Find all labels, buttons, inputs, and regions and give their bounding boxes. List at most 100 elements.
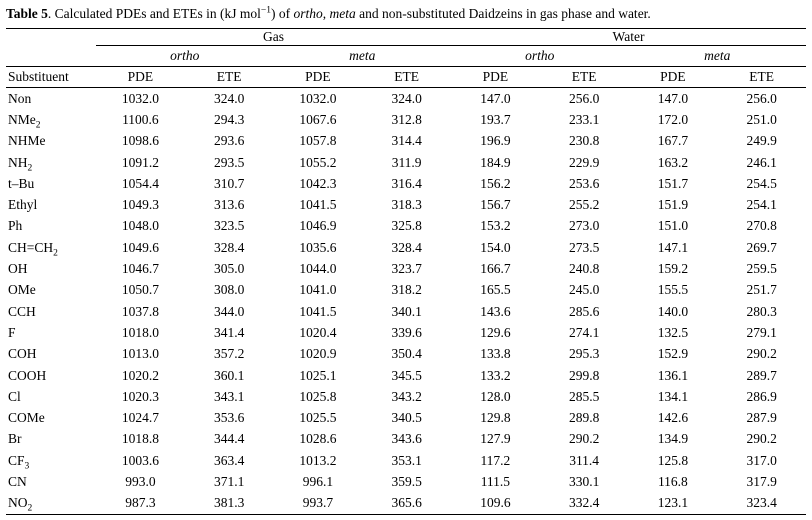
value-cell: 254.5 — [746, 175, 777, 191]
table-row: NO2 987.3 381.3 993.7 365.6 109.6 332.4 123.1 32… — [6, 493, 806, 515]
value-cell: 285.6 — [568, 303, 600, 319]
value-cell: 167.7 — [657, 133, 689, 149]
table-row: CF3 1003.6 363.4 1013.2 353.1 117.2 311.4 125.8… — [6, 450, 806, 471]
value-cell: 295.3 — [568, 346, 600, 362]
value-cell: 1049.6 — [121, 239, 159, 255]
value-cell: 323.4 — [746, 495, 777, 511]
value-cell: 294.3 — [213, 111, 245, 127]
value-cell: 136.1 — [657, 367, 689, 383]
value-cell: 308.0 — [213, 282, 245, 298]
table-row: CH=CH2 1049.6 328.4 1035.6 328.4 154.0 273.5 14… — [6, 237, 806, 258]
value-cell: 332.4 — [568, 495, 600, 511]
value-cell: 323.7 — [391, 261, 422, 277]
value-cell: 310.7 — [213, 175, 245, 191]
caption-text-2: ) of — [270, 6, 294, 21]
value-cell: 344.4 — [213, 431, 245, 447]
value-cell: 289.8 — [568, 410, 600, 426]
table-header: Gas Water ortho meta ortho meta Substitu… — [6, 28, 806, 88]
value-cell: 1032.0 — [299, 90, 337, 106]
substituent-cell: Ethyl — [8, 197, 38, 213]
table-row: Cl 1020.3 343.1 1025.8 343.2 128.0 285.5 134.1 2… — [6, 386, 806, 407]
value-cell: 273.5 — [568, 239, 600, 255]
value-cell: 343.6 — [391, 431, 422, 447]
table-row: NH2 1091.2 293.5 1055.2 311.9 184.9 229.9 163.2… — [6, 152, 806, 173]
value-cell: 287.9 — [746, 410, 777, 426]
value-cell: 133.2 — [480, 367, 511, 383]
value-cell: 325.8 — [391, 218, 422, 234]
value-cell: 290.2 — [746, 431, 777, 447]
value-cell: 363.4 — [213, 452, 245, 468]
substituent-subscript: 2 — [53, 248, 58, 259]
value-cell: 116.8 — [657, 473, 688, 489]
table-row: Ethyl 1049.3 313.6 1041.5 318.3 156.7 255.2 151… — [6, 194, 806, 215]
value-cell: 166.7 — [480, 261, 511, 277]
value-cell: 318.2 — [391, 282, 422, 298]
substituent-cell: t–Bu — [8, 175, 35, 191]
value-cell: 127.9 — [480, 431, 511, 447]
value-cell: 1100.6 — [122, 111, 159, 127]
position-header-row: ortho meta ortho meta — [6, 45, 806, 67]
value-cell: 344.0 — [213, 303, 245, 319]
value-cell: 1020.3 — [121, 388, 159, 404]
value-cell: 147.0 — [657, 90, 689, 106]
value-cell: 147.0 — [480, 90, 511, 106]
position-header-gas-ortho: ortho — [96, 45, 274, 67]
table-row: CCH 1037.8 344.0 1041.5 340.1 143.6 285.6 140.0… — [6, 301, 806, 322]
value-cell: 140.0 — [657, 303, 689, 319]
caption-text-4: and non-substituted Daidzeins in gas pha… — [355, 6, 651, 21]
value-cell: 1048.0 — [121, 218, 159, 234]
value-cell: 229.9 — [568, 154, 600, 170]
column-header-ete: ETE — [184, 66, 274, 88]
value-cell: 1003.6 — [121, 452, 159, 468]
value-cell: 343.2 — [391, 388, 422, 404]
value-cell: 328.4 — [213, 239, 245, 255]
value-cell: 1098.6 — [121, 133, 159, 149]
substituent-cell: NO2 — [8, 495, 33, 514]
value-cell: 987.3 — [125, 495, 156, 511]
value-cell: 256.0 — [746, 90, 777, 106]
substituent-subscript: 2 — [27, 163, 33, 174]
value-cell: 311.4 — [569, 452, 600, 468]
value-cell: 993.7 — [302, 495, 334, 511]
value-cell: 269.7 — [746, 239, 777, 255]
value-cell: 345.5 — [391, 367, 422, 383]
value-cell: 285.5 — [568, 388, 600, 404]
value-cell: 290.2 — [746, 346, 777, 362]
value-cell: 1050.7 — [121, 282, 159, 298]
value-cell: 251.7 — [746, 282, 777, 298]
value-cell: 359.5 — [391, 473, 422, 489]
value-cell: 123.1 — [657, 495, 689, 511]
table-row: OH 1046.7 305.0 1044.0 323.7 166.7 240.8 159.2 2… — [6, 258, 806, 279]
table-row: Ph 1048.0 323.5 1046.9 325.8 153.2 273.0 151.0 2… — [6, 216, 806, 237]
value-cell: 196.9 — [480, 133, 511, 149]
value-cell: 1018.0 — [121, 324, 159, 340]
substituent-subscript: 2 — [27, 503, 33, 514]
substituent-cell: CH=CH2 — [8, 239, 58, 259]
value-cell: 340.1 — [391, 303, 422, 319]
value-cell: 151.9 — [657, 197, 689, 213]
value-cell: 1025.5 — [299, 410, 337, 426]
value-cell: 246.1 — [746, 154, 777, 170]
value-cell: 381.3 — [213, 495, 245, 511]
table-row: COMe 1024.7 353.6 1025.5 340.5 129.8 289.8 142.… — [6, 407, 806, 428]
value-cell: 251.0 — [746, 111, 777, 127]
value-cell: 245.0 — [568, 282, 600, 298]
value-cell: 328.4 — [391, 239, 422, 255]
table-row: COH 1013.0 357.2 1020.9 350.4 133.8 295.3 152.9… — [6, 344, 806, 365]
value-cell: 1041.5 — [299, 197, 337, 213]
column-header-substituent: Substituent — [6, 66, 96, 88]
value-cell: 290.2 — [568, 431, 600, 447]
value-cell: 318.3 — [391, 197, 422, 213]
value-cell: 293.5 — [213, 154, 245, 170]
value-cell: 350.4 — [391, 346, 422, 362]
value-cell: 1046.9 — [299, 218, 337, 234]
caption-italic-meta: meta — [329, 6, 356, 21]
value-cell: 996.1 — [302, 473, 334, 489]
value-cell: 1020.2 — [121, 367, 159, 383]
corner-cell — [6, 45, 96, 67]
value-cell: 316.4 — [391, 175, 422, 191]
table-row: NMe2 1100.6 294.3 1067.6 312.8 193.7 233.1 172.… — [6, 109, 806, 130]
substituent-cell: CF3 — [8, 452, 30, 472]
value-cell: 147.1 — [657, 239, 689, 255]
value-cell: 233.1 — [568, 111, 600, 127]
